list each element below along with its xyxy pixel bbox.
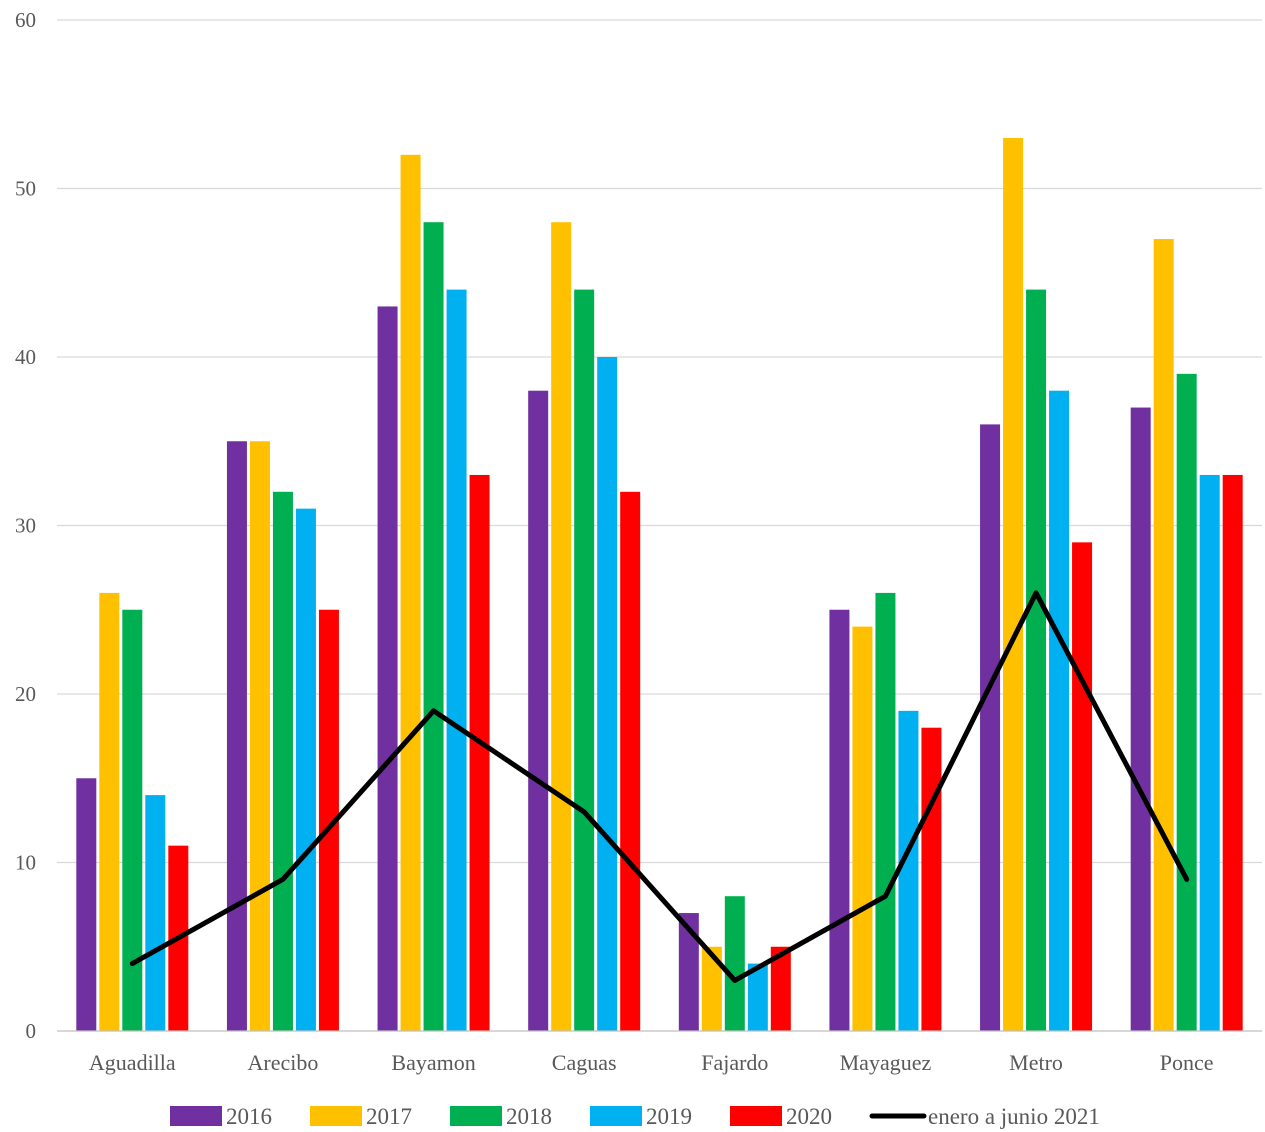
legend-label: 2020 — [786, 1104, 832, 1129]
bar-2019-bayamon — [446, 289, 467, 1032]
x-tick-label: Arecibo — [248, 1050, 319, 1075]
bar-2019-aguadilla — [145, 795, 166, 1031]
bar-2017-metro — [1003, 137, 1024, 1031]
bar-2020-metro — [1072, 542, 1093, 1031]
legend-label: 2019 — [646, 1104, 692, 1129]
x-tick-label: Fajardo — [701, 1050, 768, 1075]
y-tick-label: 20 — [15, 682, 36, 706]
bar-2019-ponce — [1199, 474, 1220, 1031]
bar-2016-bayamon — [377, 306, 398, 1031]
x-tick-label: Metro — [1009, 1050, 1063, 1075]
bars — [76, 137, 1243, 1032]
legend-label: 2018 — [506, 1104, 552, 1129]
bar-2018-arecibo — [272, 491, 293, 1031]
bar-2018-metro — [1026, 289, 1047, 1032]
bar-2017-bayamon — [400, 154, 421, 1032]
bar-2019-fajardo — [747, 963, 768, 1031]
bar-2016-metro — [980, 424, 1001, 1031]
x-tick-label: Caguas — [552, 1050, 617, 1075]
bar-2020-arecibo — [318, 609, 339, 1031]
y-tick-label: 50 — [15, 177, 36, 201]
bar-2020-caguas — [620, 491, 641, 1031]
x-tick-label: Ponce — [1160, 1050, 1214, 1075]
bar-2018-aguadilla — [122, 609, 143, 1031]
x-tick-label: Aguadilla — [89, 1050, 176, 1075]
bar-2016-ponce — [1130, 407, 1151, 1031]
bar-2020-mayaguez — [921, 727, 942, 1031]
bar-2019-metro — [1049, 390, 1070, 1031]
line-series — [129, 590, 1190, 983]
bar-2017-aguadilla — [99, 592, 120, 1031]
x-tick-label: Bayamon — [391, 1050, 475, 1075]
legend: 2016 2017 2018 2019 2020 enero a junio 2021 — [170, 1104, 1100, 1129]
bar-2016-caguas — [528, 390, 549, 1031]
line-enero-a-junio-2021 — [129, 590, 1190, 983]
legend-label: 2017 — [366, 1104, 412, 1129]
legend-swatch — [590, 1106, 642, 1126]
y-tick-label: 10 — [15, 851, 36, 875]
legend-swatch — [170, 1106, 222, 1126]
y-tick-label: 30 — [15, 514, 36, 538]
bar-2017-mayaguez — [852, 626, 873, 1031]
y-tick-label: 40 — [15, 345, 36, 369]
bar-2019-caguas — [597, 357, 618, 1031]
legend-swatch — [310, 1106, 362, 1126]
bar-2017-fajardo — [701, 946, 722, 1031]
bar-2020-bayamon — [469, 474, 490, 1031]
bar-2018-caguas — [574, 289, 595, 1032]
legend-swatch — [450, 1106, 502, 1126]
bar-2016-aguadilla — [76, 778, 97, 1031]
y-axis-ticks: 0 10 20 30 40 50 60 — [15, 8, 36, 1043]
bar-2018-fajardo — [724, 896, 745, 1031]
bar-2019-mayaguez — [898, 710, 919, 1031]
y-tick-label: 0 — [26, 1019, 37, 1043]
bar-2020-fajardo — [770, 946, 791, 1031]
legend-swatch — [730, 1106, 782, 1126]
bar-2016-fajardo — [678, 913, 699, 1031]
bar-2017-caguas — [551, 222, 572, 1031]
bar-2018-mayaguez — [875, 592, 896, 1031]
legend-label: enero a junio 2021 — [928, 1104, 1100, 1129]
bar-2016-arecibo — [226, 441, 247, 1031]
bar-2018-ponce — [1176, 373, 1197, 1032]
legend-label: 2016 — [226, 1104, 272, 1129]
bar-2017-ponce — [1153, 239, 1174, 1032]
y-tick-label: 60 — [15, 8, 36, 32]
bar-2019-arecibo — [295, 508, 316, 1031]
x-tick-label: Mayaguez — [840, 1050, 932, 1075]
bar-2017-arecibo — [249, 441, 270, 1031]
x-axis-categories: Aguadilla Arecibo Bayamon Caguas Fajardo Maya… — [89, 1050, 1214, 1075]
bar-2020-ponce — [1222, 474, 1243, 1031]
bar-2016-mayaguez — [829, 609, 850, 1031]
bar-2018-bayamon — [423, 222, 444, 1031]
